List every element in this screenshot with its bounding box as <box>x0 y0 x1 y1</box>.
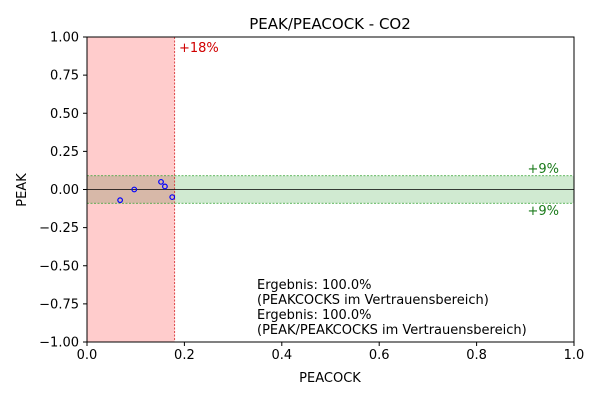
result-annotation-3: Ergebnis: 100.0% <box>257 308 372 323</box>
x-tick-label: 0.0 <box>77 348 98 363</box>
result-annotation-2: (PEAKCOCKS im Vertrauensbereich) <box>257 293 489 308</box>
y-tick-label: −0.25 <box>39 221 79 236</box>
result-annotation-1: Ergebnis: 100.0% <box>257 278 372 293</box>
result-annotation-4: (PEAK/PEAKCOCKS im Vertrauensbereich) <box>257 323 527 338</box>
y-tick-label: −1.00 <box>39 336 79 351</box>
y-axis-label: PEAK <box>15 173 30 207</box>
chart-title: PEAK/PEACOCK - CO2 <box>249 15 411 33</box>
y-tick-label: 0.75 <box>50 69 79 84</box>
y-band-upper-label: +9% <box>527 162 559 177</box>
data-point <box>131 186 138 193</box>
data-point <box>162 183 168 190</box>
x-axis-ticks: 0.0 0.2 0.4 0.6 0.8 1.0 <box>77 342 585 363</box>
x-tick-label: 0.4 <box>271 348 292 363</box>
y-tick-label: 1.00 <box>50 31 79 46</box>
data-point <box>158 178 164 185</box>
y-tick-label: 0.00 <box>50 183 79 198</box>
x-tick-label: 0.6 <box>369 348 390 363</box>
x-tick-label: 1.0 <box>564 348 585 363</box>
y-band-lower-label: +9% <box>527 204 559 219</box>
x-tick-label: 0.2 <box>174 348 195 363</box>
data-point <box>117 197 124 204</box>
y-tick-label: −0.50 <box>39 259 79 274</box>
x-axis-label: PEACOCK <box>299 371 361 386</box>
x-tick-label: 0.8 <box>466 348 487 363</box>
y-tick-label: 0.25 <box>50 145 79 160</box>
y-axis-ticks: −1.00 −0.75 −0.50 −0.25 0.00 0.25 0.50 0.75 1.00 <box>39 31 87 351</box>
data-point <box>169 194 176 201</box>
data-points <box>117 178 176 204</box>
y-tick-label: −0.75 <box>39 297 79 312</box>
y-tick-label: 0.50 <box>50 107 79 122</box>
x-band-label: +18% <box>179 41 219 56</box>
